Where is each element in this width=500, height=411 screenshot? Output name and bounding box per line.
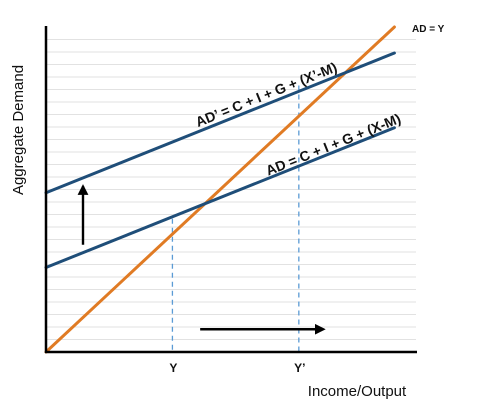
arrows — [77, 184, 326, 335]
labels: Y Y’Income/Output Aggregate Demand AD = Y AD… — [10, 24, 445, 400]
ad-line — [44, 126, 396, 269]
ad-line-label: AD = C + I + G + (X-M) — [263, 110, 403, 178]
x-tick-label: Y’ — [294, 361, 305, 375]
ad-prime-line — [44, 51, 396, 195]
guides — [171, 85, 300, 352]
ad-prime-line-label: AD’ = C + I + G + (X’-M) — [193, 59, 339, 130]
ad-equals-y-label: AD = Y — [412, 24, 445, 35]
ad-equals-y-line — [44, 25, 396, 354]
grid — [46, 39, 416, 340]
y-axis-title: Aggregate Demand — [10, 65, 27, 195]
series — [44, 25, 396, 354]
axes — [44, 26, 417, 354]
x-axis-title: Income/Output — [308, 383, 407, 400]
x-tick-label: Y — [169, 361, 177, 375]
